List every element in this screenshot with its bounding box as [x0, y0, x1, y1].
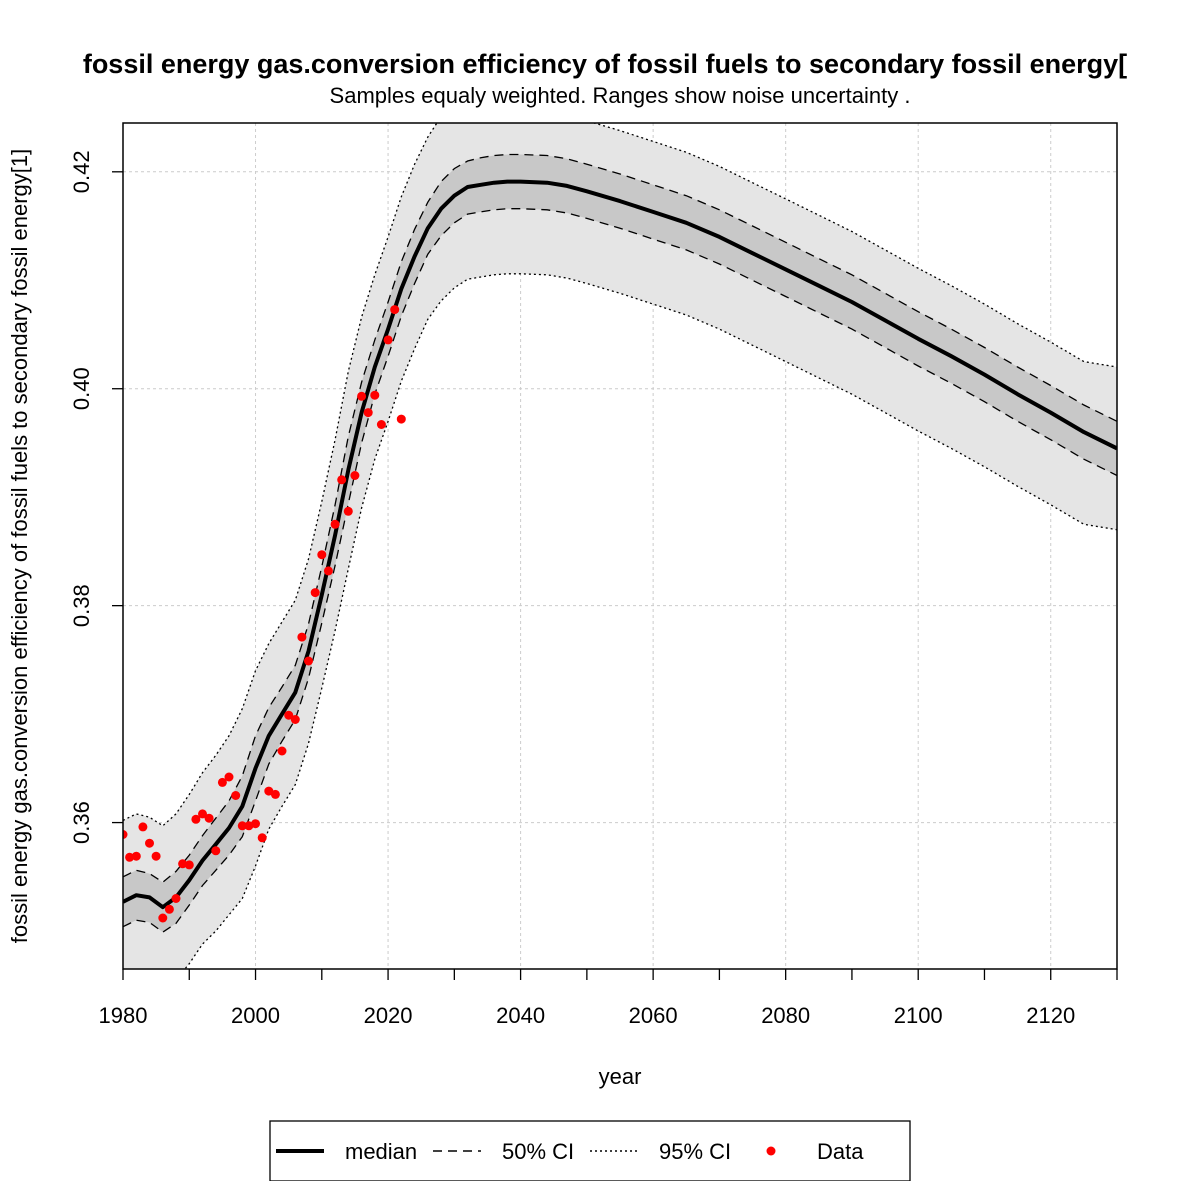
data-point [178, 859, 188, 869]
data-point [270, 789, 280, 799]
data-points [123, 305, 406, 923]
data-point [350, 471, 360, 480]
data-point [363, 408, 373, 418]
ci50-fill [123, 154, 1117, 933]
legend-ci95-label: 95% CI [659, 1139, 731, 1164]
ci95-upper-line [123, 123, 1117, 827]
x-tick-label: 2000 [231, 1003, 280, 1028]
x-tick-label: 2060 [629, 1003, 678, 1028]
data-point [383, 335, 393, 345]
ci50-lower-line [123, 208, 1117, 933]
y-tick-label: 0.38 [69, 584, 94, 627]
data-point [191, 814, 201, 824]
data-point [184, 860, 194, 870]
data-point [376, 420, 386, 429]
data-point [125, 852, 135, 862]
data-point [330, 519, 340, 529]
data-point [284, 710, 294, 720]
data-point [290, 715, 300, 724]
ci95-lower-line [184, 273, 1117, 969]
y-axis-label: fossil energy gas.conversion efficiency … [7, 149, 32, 943]
data-point [145, 838, 154, 848]
data-point [317, 550, 327, 560]
data-point [390, 305, 400, 315]
data-point [171, 894, 181, 903]
x-axis-label: year [599, 1064, 642, 1089]
data-point [237, 821, 247, 831]
data-point [343, 506, 353, 516]
legend-data-label: Data [817, 1139, 864, 1164]
data-point [164, 904, 174, 914]
legend-data-swatch [766, 1146, 776, 1156]
data-point [257, 833, 267, 843]
axes: 1980 2000 2020 2040 2060 2080 2100 2120 0.36 0.38… [69, 122, 1118, 1028]
y-tick-label: 0.40 [69, 367, 94, 410]
data-point [151, 851, 161, 861]
chart-subtitle: Samples equaly weighted. Ranges show noi… [330, 83, 911, 108]
data-point [304, 656, 313, 666]
data-point [357, 391, 367, 401]
data-point [211, 846, 221, 856]
x-tick-label: 2080 [761, 1003, 810, 1028]
x-tick-label: 2040 [496, 1003, 545, 1028]
data-point [370, 390, 380, 400]
legend-median-label: median [345, 1139, 417, 1164]
x-tick-label: 1980 [99, 1003, 148, 1028]
data-point [297, 632, 307, 642]
plot-frame [122, 122, 1118, 970]
x-tick-label: 2120 [1026, 1003, 1075, 1028]
data-point [337, 475, 347, 485]
y-tick-label: 0.42 [69, 150, 94, 193]
data-point [217, 777, 227, 787]
data-point [224, 772, 234, 782]
data-point [323, 566, 333, 576]
ci50-band [123, 154, 1117, 933]
data-point [231, 791, 241, 800]
y-tick-label: 0.36 [69, 801, 94, 844]
chart-title: fossil energy gas.conversion efficiency … [83, 49, 1127, 79]
median-line [123, 179, 1117, 910]
legend: median 50% CI 95% CI Data [269, 1120, 911, 1181]
data-point [123, 830, 128, 839]
data-point [204, 813, 214, 823]
series-lines [123, 123, 1117, 969]
data-point [251, 819, 260, 829]
data-point [198, 809, 207, 819]
data-point [396, 414, 406, 424]
x-tick-label: 2020 [364, 1003, 413, 1028]
data-point [277, 746, 287, 756]
data-point [310, 588, 320, 598]
ci50-upper-line [123, 153, 1117, 884]
legend-ci50-label: 50% CI [502, 1139, 574, 1164]
data-point [131, 851, 141, 861]
data-point [138, 822, 148, 832]
data-point [158, 913, 168, 923]
x-tick-label: 2100 [894, 1003, 943, 1028]
